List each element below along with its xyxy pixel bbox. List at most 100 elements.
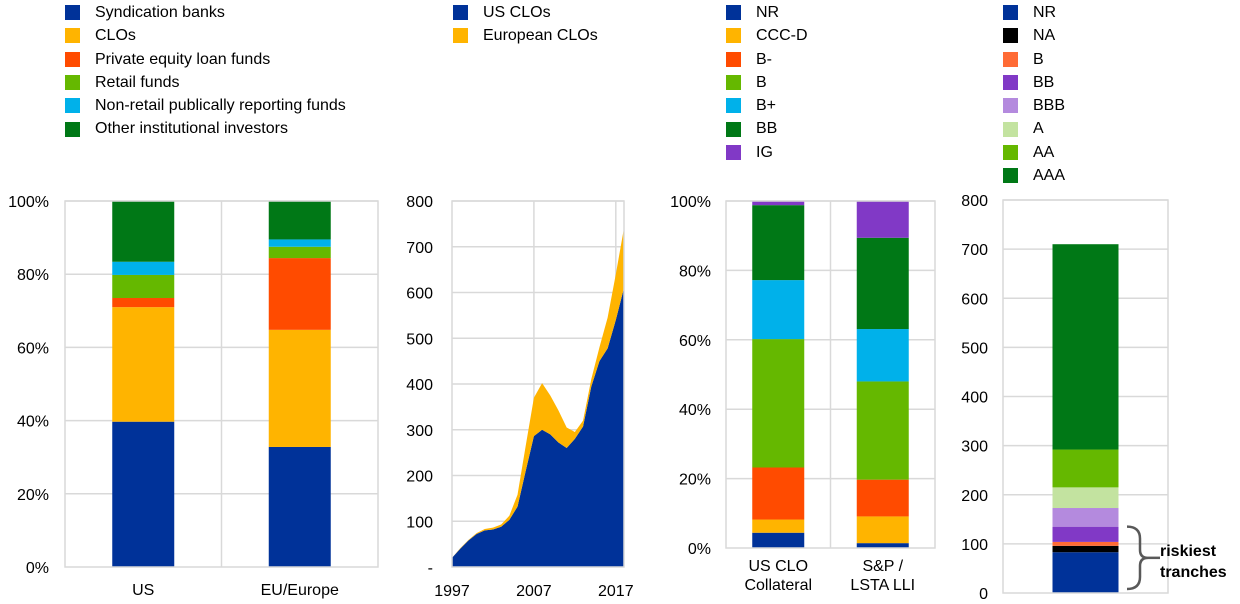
bar-segment-a bbox=[1052, 487, 1119, 509]
legend-label: NR bbox=[1033, 4, 1057, 21]
legend-label: BB bbox=[1033, 73, 1055, 91]
legend-item: B bbox=[726, 71, 808, 94]
bar-segment-bb bbox=[1052, 526, 1119, 542]
bar-segment-nr bbox=[1052, 552, 1119, 593]
legend-label: Retail funds bbox=[95, 73, 180, 91]
bar-segment-syndication-banks bbox=[268, 446, 331, 567]
legend-swatch bbox=[726, 51, 741, 67]
y-tick-label: 100% bbox=[8, 194, 49, 211]
x-tick-label: S&P / bbox=[862, 558, 903, 575]
annotation-text: riskiest bbox=[1160, 543, 1217, 560]
bar-segment-b- bbox=[752, 467, 805, 520]
bar-segment-retail-funds bbox=[112, 274, 175, 298]
legend-ratings-collateral: NR CCC-D B- B B+ BB IG bbox=[726, 1, 808, 164]
legend-label: US CLOs bbox=[483, 4, 551, 21]
y-tick-label: 800 bbox=[961, 193, 988, 210]
bar-segment-bbb bbox=[1052, 508, 1119, 527]
legend-holders: Syndication banks CLOs Private equity loan… bbox=[65, 1, 346, 141]
legend-label: A bbox=[1033, 120, 1044, 138]
legend-swatch bbox=[1003, 121, 1018, 137]
legend-item: BB bbox=[1003, 71, 1065, 94]
x-tick-label: 1997 bbox=[434, 583, 470, 600]
y-tick-label: 0 bbox=[979, 586, 988, 603]
y-tick-label: 400 bbox=[961, 390, 988, 407]
legend-label: CLOs bbox=[95, 27, 136, 45]
y-tick-label: 80% bbox=[17, 267, 49, 284]
y-tick-label: 60% bbox=[679, 333, 711, 350]
plot-frame bbox=[64, 200, 379, 568]
bar-segment-bb bbox=[856, 237, 909, 330]
y-tick-label: 20% bbox=[17, 487, 49, 504]
legend-item: AAA bbox=[1003, 164, 1065, 187]
area-european-clos bbox=[452, 227, 624, 558]
x-tick-label: US CLO bbox=[748, 558, 808, 575]
legend-item: NR bbox=[1003, 1, 1065, 24]
legend-label: Other institutional investors bbox=[95, 120, 288, 138]
y-tick-label: 400 bbox=[406, 377, 433, 394]
legend-swatch bbox=[65, 75, 80, 91]
bar-segment-ccc-d bbox=[856, 516, 909, 544]
brace-annotation bbox=[1126, 525, 1149, 591]
legend-item: Private equity loan funds bbox=[65, 48, 346, 71]
bar-segment-non-retail-publically-reporting-funds bbox=[268, 239, 331, 247]
legend-label: European CLOs bbox=[483, 27, 598, 45]
x-tick-label: 2007 bbox=[516, 583, 552, 600]
legend-label: Syndication banks bbox=[95, 4, 225, 21]
bar-segment-aa bbox=[1052, 449, 1119, 488]
y-tick-label: 500 bbox=[406, 331, 433, 348]
y-tick-label: 200 bbox=[406, 469, 433, 486]
legend-item: Syndication banks bbox=[65, 1, 346, 24]
legend-item: IG bbox=[726, 141, 808, 164]
y-tick-label: 800 bbox=[406, 194, 433, 211]
legend-label: AA bbox=[1033, 143, 1055, 161]
legend-swatch bbox=[1003, 5, 1018, 21]
legend-label: B bbox=[1033, 50, 1044, 68]
legend-item: NR bbox=[726, 1, 808, 24]
y-tick-label: 40% bbox=[17, 414, 49, 431]
legend-swatch bbox=[65, 51, 80, 67]
legend-item: BBB bbox=[1003, 94, 1065, 117]
bar-segment-retail-funds bbox=[268, 246, 331, 259]
legend-swatch bbox=[453, 28, 468, 44]
bar-segment-nr bbox=[856, 543, 909, 548]
plot-frame bbox=[725, 200, 936, 549]
y-tick-label: 100 bbox=[961, 537, 988, 554]
legend-label: Private equity loan funds bbox=[95, 50, 271, 68]
legend-swatch bbox=[1003, 168, 1018, 184]
bar-segment-bb bbox=[752, 205, 805, 281]
legend-label: BBB bbox=[1033, 97, 1066, 115]
bar-segment-aaa bbox=[1052, 244, 1119, 450]
legend-label: NA bbox=[1033, 27, 1056, 45]
bar-segment-b bbox=[752, 339, 805, 468]
legend-label: IG bbox=[756, 143, 773, 161]
x-tick-label: Collateral bbox=[744, 577, 812, 594]
legend-swatch bbox=[1003, 144, 1018, 160]
bar-segment-clos bbox=[268, 329, 331, 447]
legend-clo-tranches: NR NA B BB BBB A AA AAA bbox=[1003, 1, 1065, 187]
y-tick-label: 80% bbox=[679, 263, 711, 280]
legend-swatch bbox=[65, 98, 80, 114]
legend-swatch bbox=[726, 144, 741, 160]
y-tick-label: 600 bbox=[406, 286, 433, 303]
legend-swatch bbox=[726, 5, 741, 21]
legend-swatch bbox=[1003, 98, 1018, 114]
bar-segment-ccc-d bbox=[752, 519, 805, 533]
area-us-clos bbox=[452, 287, 624, 567]
bar-segment-b- bbox=[752, 280, 805, 340]
legend-item: AA bbox=[1003, 141, 1065, 164]
plot-frame bbox=[451, 200, 625, 568]
bar-segment-nr bbox=[752, 532, 805, 548]
legend-item: US CLOs bbox=[453, 1, 598, 24]
legend-item: BB bbox=[726, 117, 808, 140]
legend-swatch bbox=[1003, 75, 1018, 91]
bar-segment-b bbox=[1052, 541, 1119, 546]
y-tick-label: 0% bbox=[26, 560, 49, 577]
bar-segment-other-institutional-investors bbox=[268, 201, 331, 240]
legend-item: B bbox=[1003, 48, 1065, 71]
annotation-text: tranches bbox=[1160, 564, 1227, 581]
legend-swatch bbox=[65, 28, 80, 44]
y-tick-label: 200 bbox=[961, 488, 988, 505]
legend-item: B- bbox=[726, 48, 808, 71]
legend-item: European CLOs bbox=[453, 24, 598, 47]
